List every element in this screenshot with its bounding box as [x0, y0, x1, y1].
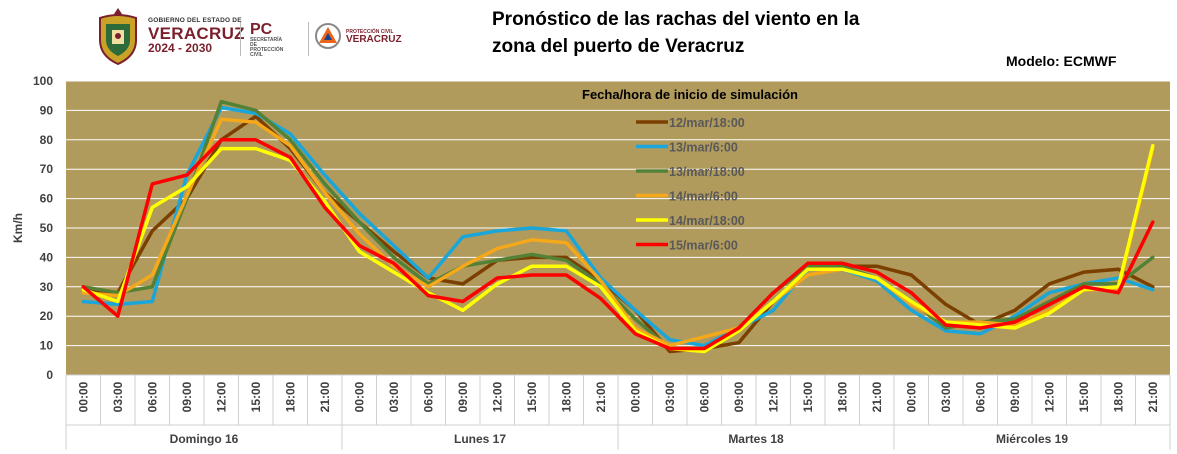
x-tick-label: 12:00: [490, 381, 504, 412]
y-tick-label: 40: [40, 250, 54, 264]
y-tick-label: 30: [40, 280, 54, 294]
x-tick-label: 15:00: [525, 381, 539, 412]
y-tick-label: 100: [33, 74, 53, 88]
pc-secretariat-line1: SECRETARÍA DE: [250, 37, 282, 48]
x-tick-label: 03:00: [111, 381, 125, 412]
wind-gust-chart: 0 10 20 30 40 50 60 70 80 90 100 Km/h 00:00 03:00 06:0…: [11, 74, 1171, 450]
x-tick-label: 00:00: [76, 381, 90, 412]
legend-label: 14/mar/18:00: [669, 214, 745, 228]
government-logo-text: GOBIERNO DEL ESTADO DE VERACRUZ 2024 - 2…: [148, 17, 245, 55]
state-name: VERACRUZ: [148, 23, 245, 43]
x-tick-label: 06:00: [421, 381, 435, 412]
x-tick-label: 09:00: [732, 381, 746, 412]
x-tick-label: 18:00: [1111, 381, 1125, 412]
x-tick-label: 03:00: [387, 381, 401, 412]
x-tick-label: 03:00: [939, 381, 953, 412]
day-group-label: Lunes 17: [454, 432, 506, 446]
x-tick-label: 09:00: [456, 381, 470, 412]
y-tick-label: 70: [40, 162, 54, 176]
x-tick-label: 12:00: [1042, 381, 1056, 412]
y-tick-label: 20: [40, 309, 54, 323]
x-tick-label: 00:00: [352, 381, 366, 412]
x-tick-label: 21:00: [318, 381, 332, 412]
x-tick-label: 21:00: [594, 381, 608, 412]
x-tick-label: 06:00: [973, 381, 987, 412]
chart-title-line1: Pronóstico de las rachas del viento en l…: [492, 9, 860, 30]
day-group-label: Domingo 16: [170, 432, 239, 446]
x-tick-label: 12:00: [214, 381, 228, 412]
y-tick-label: 0: [46, 368, 53, 382]
x-tick-label: 12:00: [766, 381, 780, 412]
pc-veracruz-text: PROTECCIÓN CIVIL VERACRUZ: [346, 30, 402, 45]
x-tick-label: 00:00: [628, 381, 642, 412]
x-tick-label: 15:00: [1077, 381, 1091, 412]
x-tick-label: 00:00: [904, 381, 918, 412]
civil-protection-emblem-icon: [315, 23, 341, 49]
logo-divider: [240, 22, 241, 56]
veracruz-shield-icon: [99, 8, 137, 66]
x-tick-label: 06:00: [145, 381, 159, 412]
x-tick-label: 03:00: [663, 381, 677, 412]
y-tick-label: 90: [40, 103, 54, 117]
x-tick-label: 09:00: [180, 381, 194, 412]
x-tick-label: 18:00: [835, 381, 849, 412]
x-tick-label: 18:00: [559, 381, 573, 412]
series-line: [81, 143, 1155, 354]
x-tick-label: 21:00: [870, 381, 884, 412]
series-line: [81, 117, 1155, 348]
x-tick-label: 15:00: [801, 381, 815, 412]
legend-label: 15/mar/6:00: [669, 239, 738, 253]
day-group-label: Miércoles 19: [996, 432, 1068, 446]
x-tick-label: 09:00: [1008, 381, 1022, 412]
model-label: Modelo: ECMWF: [1006, 53, 1117, 69]
legend-label: 13/mar/18:00: [669, 165, 745, 179]
series-line: [81, 138, 1155, 351]
chart-title-line2: zona del puerto de Veracruz: [492, 36, 745, 57]
pc-logo-text: PC SECRETARÍA DE PROTECCIÓN CIVIL: [250, 22, 283, 58]
pc-secretariat-line2: PROTECCIÓN CIVIL: [250, 47, 284, 58]
legend-label: 12/mar/18:00: [669, 116, 745, 130]
y-tick-label: 50: [40, 221, 54, 235]
y-tick-label: 60: [40, 192, 54, 206]
x-tick-label: 06:00: [697, 381, 711, 412]
government-period: 2024 - 2030: [148, 40, 213, 55]
x-tick-label: 18:00: [283, 381, 297, 412]
legend-label: 13/mar/6:00: [669, 141, 738, 155]
chart-title: Pronóstico de las rachas del viento en l…: [492, 6, 912, 60]
logo-divider: [308, 22, 309, 56]
x-tick-label: 15:00: [249, 381, 263, 412]
day-group-label: Martes 18: [728, 432, 784, 446]
x-tick-label: 21:00: [1146, 381, 1160, 412]
y-axis-label: Km/h: [11, 213, 25, 243]
veracruz-government-logo: GOBIERNO DEL ESTADO DE VERACRUZ 2024 - 2…: [92, 6, 402, 68]
y-tick-label: 80: [40, 133, 54, 147]
legend-label: 14/mar/6:00: [669, 190, 738, 204]
pc-veracruz-state: VERACRUZ: [346, 34, 402, 45]
header: GOBIERNO DEL ESTADO DE VERACRUZ 2024 - 2…: [0, 0, 1177, 72]
y-tick-label: 10: [40, 339, 54, 353]
legend-title: Fecha/hora de inicio de simulación: [582, 87, 798, 102]
pc-veracruz-label: PROTECCIÓN CIVIL: [346, 29, 394, 35]
government-label: GOBIERNO DEL ESTADO DE: [148, 17, 242, 24]
pc-abbreviation: PC: [250, 21, 273, 38]
